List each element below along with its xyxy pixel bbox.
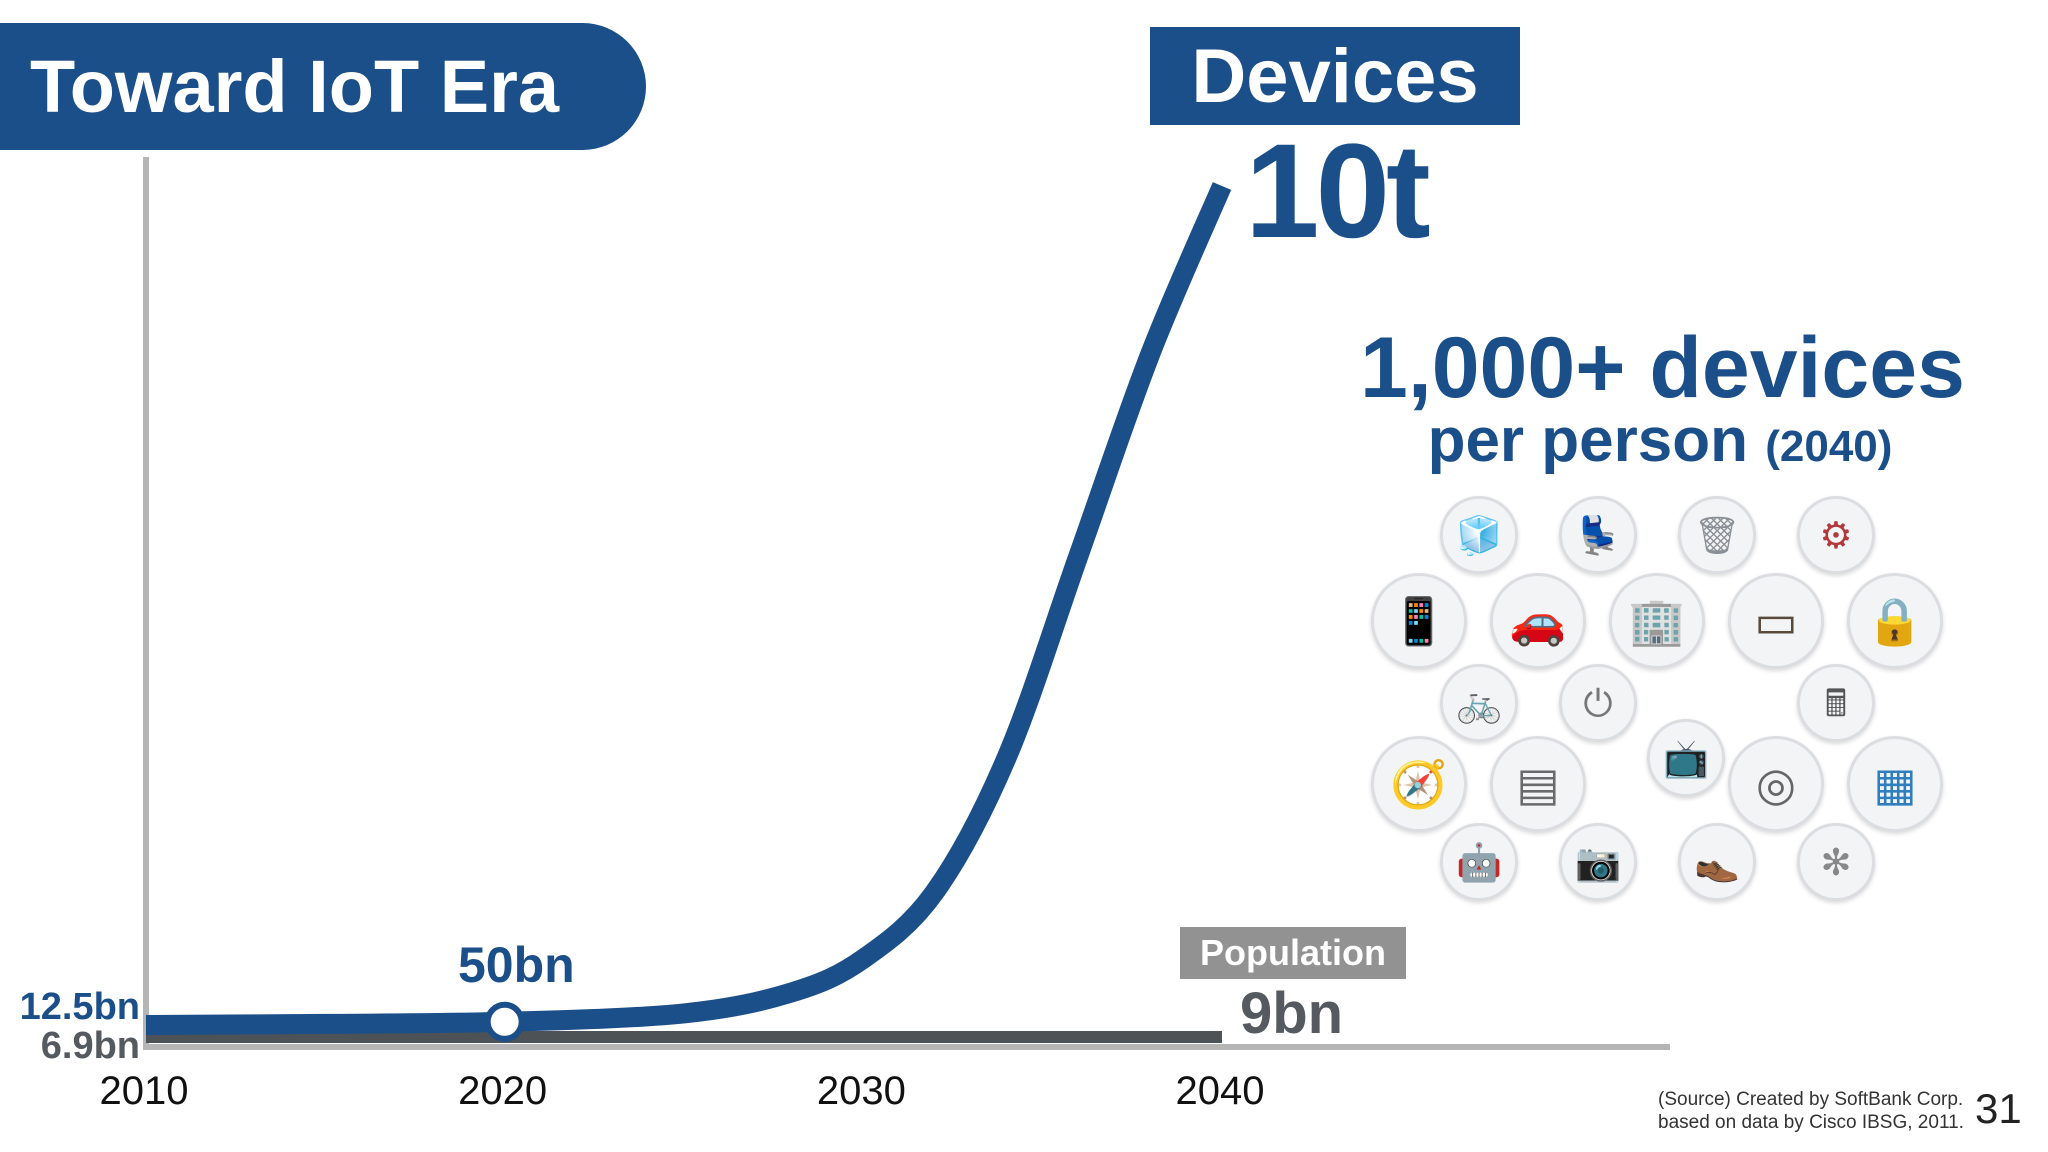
devices-series-line: [145, 182, 1232, 1035]
devices-2020-marker: [484, 1001, 525, 1042]
x-tick-label: 2010: [100, 1069, 189, 1113]
source-line-2: based on data by Cisco IBSG, 2011.: [1658, 1111, 1964, 1133]
source-line-1: (Source) Created by SoftBank Corp.: [1658, 1089, 1964, 1110]
per-person-subtitle: per person (2040): [1360, 410, 1960, 472]
series: [145, 182, 1232, 1043]
population-value: 9bn: [1240, 981, 1344, 1046]
devices-2020-label: 50bn: [458, 937, 575, 993]
page-title: Toward IoT Era: [0, 23, 646, 150]
devices-value: 10t: [1245, 117, 1431, 266]
population-start-label: 6.9bn: [41, 1025, 140, 1067]
x-tick-label: 2040: [1176, 1069, 1265, 1113]
x-tick-label: 2020: [458, 1069, 547, 1113]
devices-start-label: 12.5bn: [20, 986, 140, 1028]
population-label: Population: [1180, 927, 1406, 979]
devices-label: Devices: [1150, 27, 1520, 125]
devices-per-person-headline: 1,000+ devices: [1360, 320, 1965, 416]
source-note: (Source) Created by SoftBank Corp. based…: [1658, 1089, 1964, 1135]
per-person-year: (2040): [1765, 422, 1893, 471]
per-person-text: per person: [1427, 406, 1748, 475]
axes: [143, 157, 1670, 1050]
x-tick-label: 2030: [817, 1069, 906, 1113]
page-number: 31: [1975, 1085, 2022, 1132]
